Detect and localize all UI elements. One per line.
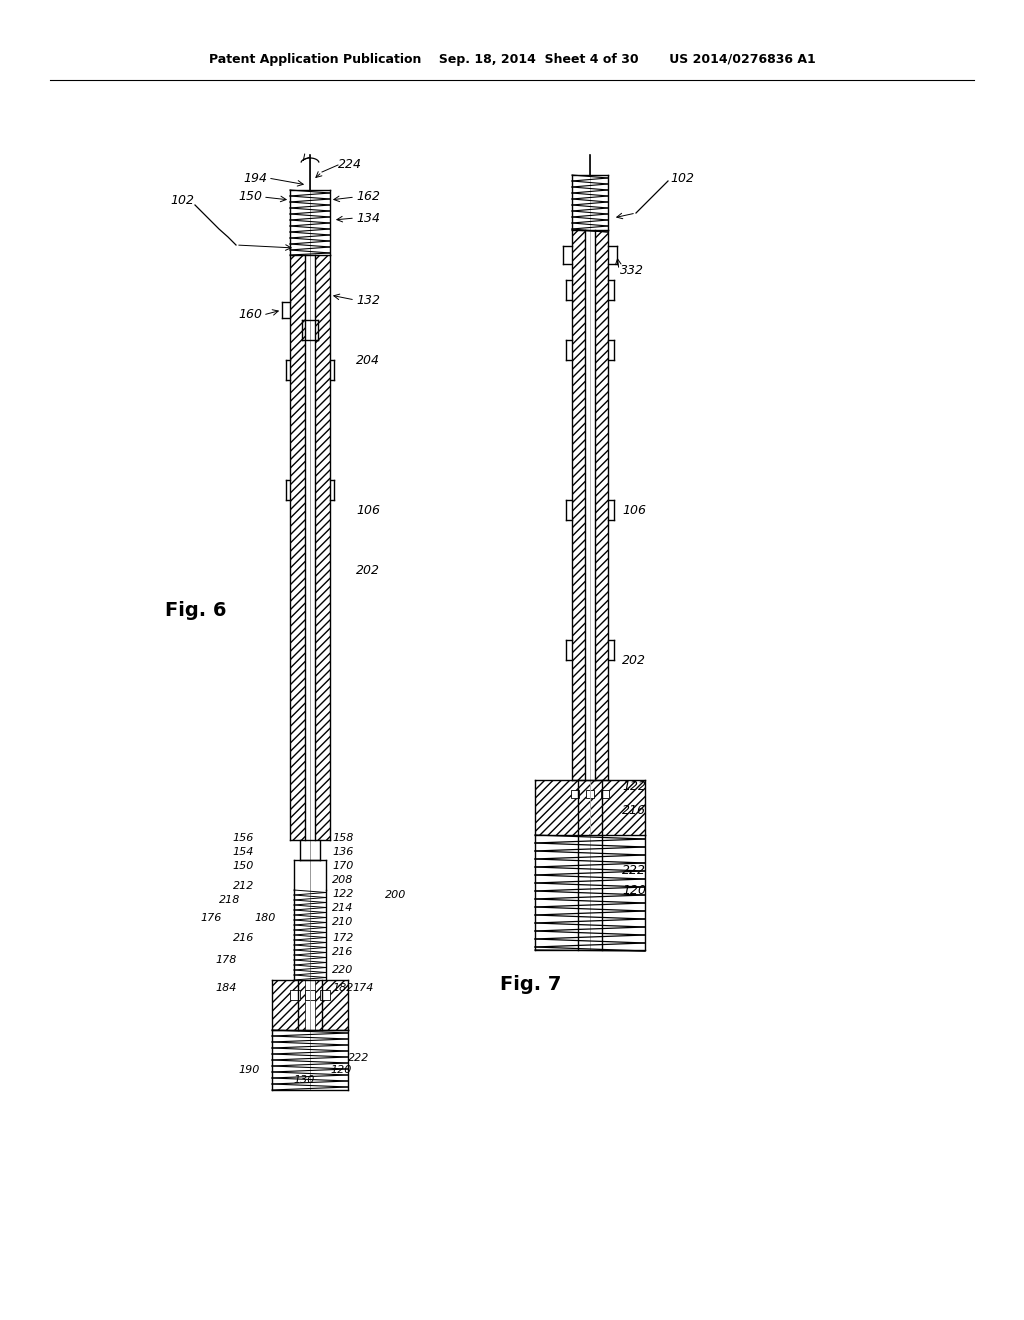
Text: 210: 210 <box>332 917 353 927</box>
Text: 172: 172 <box>332 933 353 942</box>
Text: 332: 332 <box>620 264 644 276</box>
Text: 132: 132 <box>356 293 380 306</box>
Text: 194: 194 <box>243 172 267 185</box>
Text: 178: 178 <box>216 954 237 965</box>
Text: 106: 106 <box>622 503 646 516</box>
Bar <box>571 789 579 799</box>
Bar <box>601 789 609 799</box>
Text: 130: 130 <box>293 1074 314 1085</box>
Text: 216: 216 <box>232 933 254 942</box>
Text: 184: 184 <box>216 983 237 993</box>
Bar <box>572 230 585 780</box>
Bar <box>305 990 315 1001</box>
Bar <box>290 990 300 1001</box>
Text: 224: 224 <box>338 158 362 172</box>
Text: 220: 220 <box>332 965 353 975</box>
Bar <box>595 230 608 780</box>
Text: 162: 162 <box>356 190 380 203</box>
Bar <box>535 780 645 836</box>
Bar <box>290 255 305 840</box>
Text: 120: 120 <box>622 883 646 896</box>
Text: 156: 156 <box>232 833 254 843</box>
Text: Fig. 6: Fig. 6 <box>165 601 226 619</box>
Text: Patent Application Publication    Sep. 18, 2014  Sheet 4 of 30       US 2014/027: Patent Application Publication Sep. 18, … <box>209 54 815 66</box>
Text: 150: 150 <box>232 861 254 871</box>
Text: 102: 102 <box>670 172 694 185</box>
Bar <box>586 789 594 799</box>
Bar <box>272 979 305 1030</box>
Text: 102: 102 <box>170 194 194 206</box>
Text: 120: 120 <box>330 1065 351 1074</box>
Text: 106: 106 <box>356 503 380 516</box>
Text: 122: 122 <box>332 888 353 899</box>
Text: 222: 222 <box>348 1053 370 1063</box>
Text: 212: 212 <box>232 880 254 891</box>
Text: 136: 136 <box>332 847 353 857</box>
Text: 208: 208 <box>332 875 353 884</box>
Text: 202: 202 <box>622 653 646 667</box>
Text: 176: 176 <box>201 913 222 923</box>
Text: 170: 170 <box>332 861 353 871</box>
Text: 204: 204 <box>356 354 380 367</box>
Text: 174: 174 <box>352 983 374 993</box>
Bar <box>315 255 330 840</box>
Text: 122: 122 <box>622 780 646 792</box>
Text: 182: 182 <box>332 983 353 993</box>
Text: 134: 134 <box>356 211 380 224</box>
Text: 154: 154 <box>232 847 254 857</box>
Text: 214: 214 <box>332 903 353 913</box>
Text: 158: 158 <box>332 833 353 843</box>
Text: 180: 180 <box>254 913 275 923</box>
Bar <box>319 990 330 1001</box>
Text: 218: 218 <box>219 895 240 906</box>
Text: 216: 216 <box>622 804 646 817</box>
Text: 190: 190 <box>239 1065 260 1074</box>
Text: 200: 200 <box>385 890 407 900</box>
Bar <box>315 979 348 1030</box>
Text: 160: 160 <box>238 309 262 322</box>
Text: 216: 216 <box>332 946 353 957</box>
Text: 150: 150 <box>238 190 262 203</box>
Text: 222: 222 <box>622 863 646 876</box>
Text: Fig. 7: Fig. 7 <box>500 975 561 994</box>
Text: 202: 202 <box>356 564 380 577</box>
